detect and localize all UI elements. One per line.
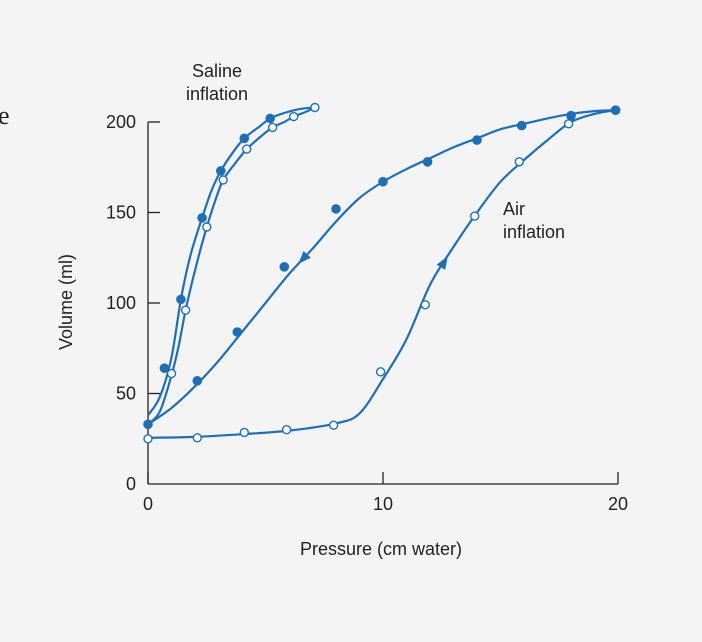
series-line <box>147 109 616 439</box>
series-1 <box>143 105 621 430</box>
data-point-open <box>239 427 250 438</box>
direction-arrow <box>298 251 311 264</box>
y-tick-label: 150 <box>106 203 136 223</box>
direction-arrow <box>436 256 448 270</box>
y-tick-label: 0 <box>126 474 136 494</box>
data-point-open <box>143 434 153 444</box>
x-tick-label: 20 <box>608 494 628 514</box>
series-3 <box>147 102 320 426</box>
data-point-filled <box>566 110 576 121</box>
data-point-filled <box>378 176 388 187</box>
series-line <box>147 109 616 426</box>
data-point-open <box>241 144 252 154</box>
saline-annotation-line2: inflation <box>186 84 248 104</box>
data-point-filled <box>159 363 170 374</box>
series-2 <box>147 106 313 416</box>
data-point-filled <box>232 327 243 337</box>
x-axis-title: Pressure (cm water) <box>300 539 462 559</box>
data-point-filled <box>216 166 226 176</box>
data-point-open <box>267 122 278 133</box>
saline-annotation-line1: Saline <box>192 61 242 81</box>
data-point-open <box>192 433 203 443</box>
data-point-open <box>202 222 212 232</box>
data-point-filled <box>422 157 433 167</box>
data-point-open <box>166 368 177 379</box>
data-point-filled <box>279 262 290 272</box>
air-annotation-line2: inflation <box>503 222 565 242</box>
data-point-filled <box>331 204 341 214</box>
data-point-open <box>563 119 574 129</box>
data-point-open <box>420 300 430 310</box>
data-point-filled <box>197 213 207 223</box>
data-point-open <box>289 111 299 122</box>
x-tick-label: 0 <box>143 494 153 514</box>
data-point-open <box>310 102 320 113</box>
y-tick-label: 50 <box>116 384 136 404</box>
data-point-filled <box>472 135 482 145</box>
data-point-filled <box>239 133 250 144</box>
data-point-open <box>218 175 228 185</box>
data-point-open <box>470 211 480 221</box>
data-point-filled <box>192 376 203 386</box>
data-point-filled <box>265 113 276 124</box>
data-point-filled <box>610 105 621 115</box>
cropped-text-fragment: e <box>0 101 10 130</box>
data-point-open <box>180 305 191 315</box>
y-tick-label: 200 <box>106 112 136 132</box>
air-annotation-line1: Air <box>503 199 525 219</box>
x-tick-label: 10 <box>373 494 393 514</box>
data-point-open <box>328 420 339 430</box>
series-0 <box>143 105 621 444</box>
y-axis-title: Volume (ml) <box>56 254 76 350</box>
data-point-open <box>514 157 524 167</box>
data-point-filled <box>176 294 186 305</box>
y-tick-label: 100 <box>106 293 136 313</box>
data-point-open <box>375 367 386 377</box>
data-point-open <box>281 425 292 435</box>
data-point-filled <box>516 120 527 131</box>
series-layer <box>143 102 621 444</box>
